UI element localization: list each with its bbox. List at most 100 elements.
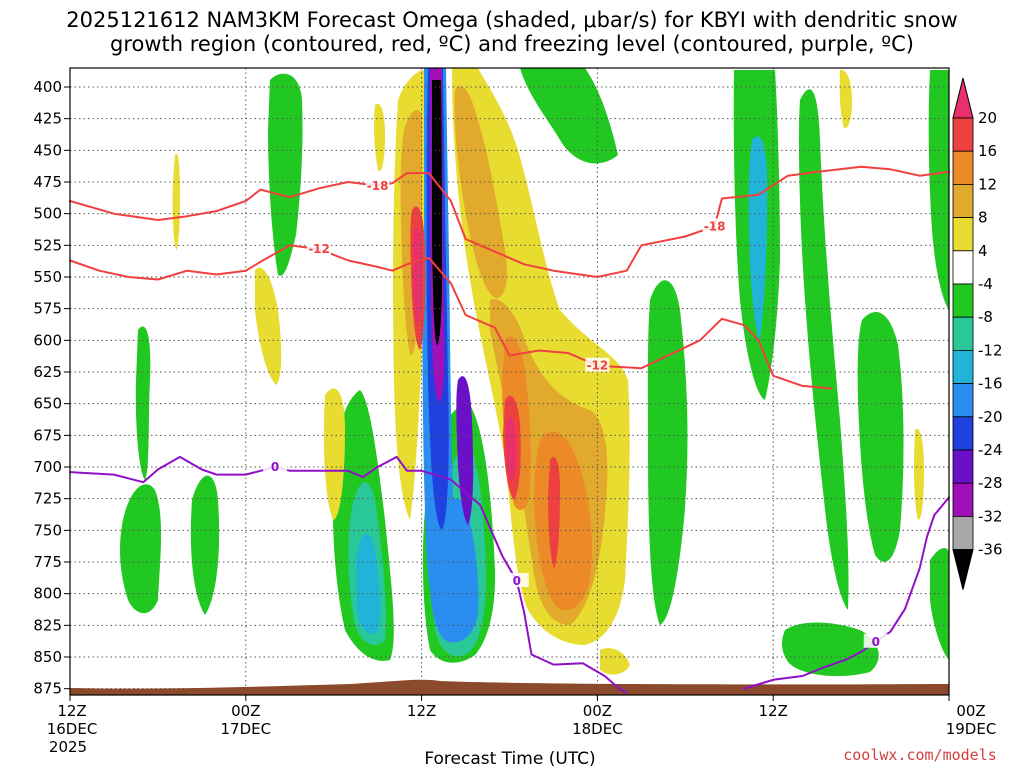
y-tick-label: 525 xyxy=(33,236,62,254)
y-tick-label: 675 xyxy=(33,426,62,444)
colorbar-tick-label: 4 xyxy=(978,242,988,260)
y-tick-label: 850 xyxy=(33,648,62,666)
omega-region xyxy=(914,429,924,520)
omega-region xyxy=(323,388,345,520)
plot-frame xyxy=(69,67,950,696)
colorbar-tick-label: -24 xyxy=(978,441,1003,459)
colorbar-bin xyxy=(952,217,974,252)
contour-label-bg xyxy=(263,459,288,473)
colorbar-bin xyxy=(952,117,974,152)
colorbar-tick-label: -32 xyxy=(978,507,1003,525)
colorbar-tick-label: -28 xyxy=(978,474,1003,492)
x-tick-label: 17DEC xyxy=(221,720,272,738)
colorbar: 20 16 12 8 4 -4 -8 -12 -16 -20 -24 -28 -32 -36 xyxy=(952,77,1003,590)
omega-region xyxy=(857,312,904,562)
omega-region xyxy=(268,73,303,276)
chart-title-line-2: growth region (contoured, red, ºC) and f… xyxy=(110,32,914,56)
credit-text: coolwx.com/models xyxy=(843,746,997,764)
y-tick-label: 650 xyxy=(33,395,62,413)
y-tick-label: 600 xyxy=(33,331,62,349)
contour-label-bg xyxy=(702,218,727,233)
x-tick-label: 12Z xyxy=(57,702,86,720)
colorbar-bin xyxy=(952,349,974,384)
dgz-contour xyxy=(69,165,950,278)
omega-region xyxy=(781,622,879,677)
colorbar-tick-label: -4 xyxy=(978,275,993,293)
y-tick-label: 425 xyxy=(33,110,62,128)
colorbar-tick-label: 8 xyxy=(978,209,988,227)
omega-region xyxy=(930,548,949,660)
y-tick-label: 575 xyxy=(33,300,62,318)
x-axis-label: Forecast Time (UTC) xyxy=(424,749,595,768)
plot-area: -18 -18 -12 -12 0 0 0 xyxy=(69,67,950,696)
contour-label: 0 xyxy=(513,574,521,588)
omega-region xyxy=(647,280,688,625)
omega-region xyxy=(520,68,618,164)
x-tick-label: 00Z xyxy=(231,702,260,720)
contour-label: 0 xyxy=(872,635,880,649)
x-tick-label: 18DEC xyxy=(572,720,623,738)
x-tick-label: 16DEC xyxy=(47,720,98,738)
omega-region xyxy=(600,648,630,675)
dgz-contour xyxy=(69,244,833,390)
terrain-ground xyxy=(70,679,949,695)
contour-label-bg xyxy=(307,241,332,256)
colorbar-tick-label: 20 xyxy=(978,109,997,127)
colorbar-tick-label: -20 xyxy=(978,408,1003,426)
omega-region xyxy=(548,457,560,568)
omega-region xyxy=(120,484,162,614)
contour-label-bg xyxy=(365,177,390,192)
freezing-level-contour xyxy=(69,455,628,694)
y-tick-label: 625 xyxy=(33,363,62,381)
contour-label-bg xyxy=(863,633,888,648)
colorbar-tick-label: -36 xyxy=(978,541,1003,559)
omega-region xyxy=(413,227,422,325)
x-tick-label: 2025 xyxy=(49,738,87,756)
x-tick-label: 12Z xyxy=(759,702,788,720)
omega-region xyxy=(356,533,381,634)
y-tick-label: 825 xyxy=(33,616,62,634)
y-tick-label: 450 xyxy=(33,141,62,159)
y-tick-label: 500 xyxy=(33,205,62,223)
colorbar-bin xyxy=(952,250,974,285)
y-tick-label: 700 xyxy=(33,458,62,476)
omega-region xyxy=(798,89,849,611)
omega-region xyxy=(534,431,592,611)
colorbar-bin xyxy=(952,150,974,185)
colorbar-bin xyxy=(952,383,974,418)
omega-region xyxy=(190,475,220,615)
contour-label: -18 xyxy=(367,179,389,193)
colorbar-tick-label: 16 xyxy=(978,142,997,160)
omega-region xyxy=(172,153,180,250)
y-axis: 400 425 450 475 500 525 550 575 600 625 650 675 700 7… xyxy=(33,78,70,698)
contour-label-bg xyxy=(585,357,610,372)
colorbar-bin xyxy=(952,449,974,484)
y-tick-label: 550 xyxy=(33,268,62,286)
y-tick-label: 725 xyxy=(33,490,62,508)
colorbar-bin xyxy=(952,516,974,551)
y-tick-label: 800 xyxy=(33,585,62,603)
y-tick-label: 400 xyxy=(33,78,62,96)
omega-region xyxy=(374,103,385,171)
x-tick-label: 00Z xyxy=(583,702,612,720)
contour-label: -18 xyxy=(704,219,726,233)
colorbar-bin xyxy=(952,77,974,119)
colorbar-bin xyxy=(952,482,974,517)
x-tick-label: 19DEC xyxy=(946,720,997,738)
colorbar-tick-label: -8 xyxy=(978,308,993,326)
contour-label: -12 xyxy=(587,359,609,373)
colorbar-bin xyxy=(952,416,974,451)
contour-label: 0 xyxy=(271,460,279,474)
x-tick-label: 12Z xyxy=(407,702,436,720)
colorbar-tick-label: -16 xyxy=(978,375,1003,393)
chart-title-line-1: 2025121612 NAM3KM Forecast Omega (shaded… xyxy=(66,8,957,32)
y-tick-label: 475 xyxy=(33,173,62,191)
omega-region xyxy=(432,80,442,345)
contour-label: -12 xyxy=(308,242,330,256)
omega-shading xyxy=(120,68,949,677)
colorbar-bin xyxy=(952,549,974,590)
colorbar-bin xyxy=(952,283,974,318)
colorbar-bin xyxy=(952,183,974,218)
